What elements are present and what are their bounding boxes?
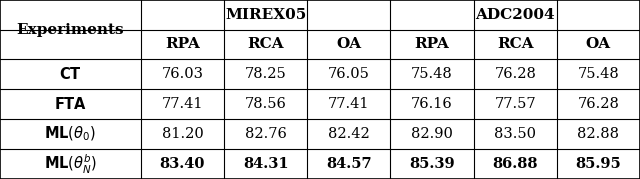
Text: 76.28: 76.28 — [577, 97, 620, 111]
Text: 76.05: 76.05 — [328, 67, 370, 81]
Text: 82.76: 82.76 — [244, 127, 287, 141]
Text: 78.56: 78.56 — [244, 97, 287, 111]
Text: 78.25: 78.25 — [244, 67, 287, 81]
Text: RCA: RCA — [247, 37, 284, 51]
Text: 75.48: 75.48 — [411, 67, 453, 81]
Text: 77.41: 77.41 — [328, 97, 369, 111]
Text: 86.88: 86.88 — [492, 157, 538, 171]
Text: 85.39: 85.39 — [409, 157, 455, 171]
Text: 81.20: 81.20 — [161, 127, 204, 141]
Text: 82.88: 82.88 — [577, 127, 620, 141]
Text: 77.57: 77.57 — [494, 97, 536, 111]
Text: OA: OA — [336, 37, 362, 51]
Text: MIREX05: MIREX05 — [225, 8, 306, 22]
Text: 75.48: 75.48 — [577, 67, 620, 81]
Text: 83.40: 83.40 — [160, 157, 205, 171]
Text: 83.50: 83.50 — [494, 127, 536, 141]
Text: RCA: RCA — [497, 37, 534, 51]
Text: RPA: RPA — [415, 37, 449, 51]
Text: $\mathbf{CT}$: $\mathbf{CT}$ — [59, 66, 82, 82]
Text: 77.41: 77.41 — [162, 97, 203, 111]
Text: ADC2004: ADC2004 — [476, 8, 555, 22]
Text: 85.95: 85.95 — [575, 157, 621, 171]
Text: 82.90: 82.90 — [411, 127, 453, 141]
Text: 76.28: 76.28 — [494, 67, 536, 81]
Text: RPA: RPA — [165, 37, 200, 51]
Text: $\mathbf{ML}(\theta^{b}_{N})$: $\mathbf{ML}(\theta^{b}_{N})$ — [44, 152, 97, 176]
Text: 84.57: 84.57 — [326, 157, 372, 171]
Text: 84.31: 84.31 — [243, 157, 289, 171]
Text: 82.42: 82.42 — [328, 127, 370, 141]
Text: OA: OA — [586, 37, 611, 51]
Text: 76.03: 76.03 — [161, 67, 204, 81]
Text: Experiments: Experiments — [17, 23, 124, 37]
Text: $\mathbf{FTA}$: $\mathbf{FTA}$ — [54, 96, 87, 112]
Text: 76.16: 76.16 — [411, 97, 453, 111]
Text: $\mathbf{ML}(\theta_0)$: $\mathbf{ML}(\theta_0)$ — [44, 125, 97, 143]
